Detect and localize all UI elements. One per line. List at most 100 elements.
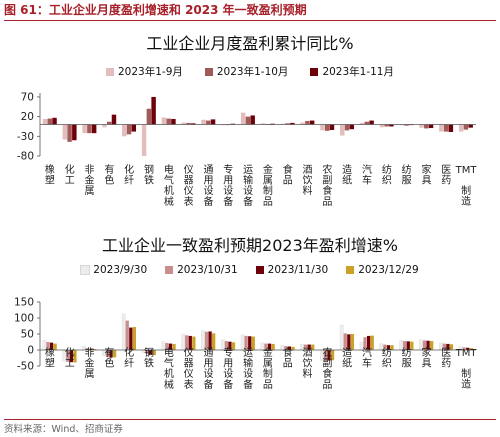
chart1-bar — [290, 122, 295, 125]
chart1-bar — [91, 124, 97, 134]
chart2-bar — [53, 343, 57, 350]
chart2-bar — [311, 344, 315, 350]
chart1-category-label: 医药 — [441, 164, 451, 187]
chart2-category-label: 医药 — [441, 347, 451, 370]
chart2-bar — [442, 343, 446, 350]
chart2-legend-item: 2023/10/31 — [165, 264, 238, 276]
chart2-bar — [383, 344, 387, 350]
chart2-legend-label: 2023/10/31 — [177, 264, 238, 276]
chart2-bar — [112, 350, 117, 358]
chart2-bar — [350, 334, 355, 350]
chart2-bar — [403, 341, 407, 350]
chart1-category-label: 金属制品 — [263, 163, 273, 208]
chart1-bar — [245, 116, 251, 125]
chart2-bar — [291, 346, 295, 350]
chart1-bar — [181, 122, 186, 125]
chart1-legend-swatch — [204, 67, 213, 76]
chart2-bar — [85, 348, 90, 350]
chart1-bar — [404, 124, 409, 126]
chart1-category-label: 非金属 — [85, 164, 95, 197]
chart2-bar — [172, 343, 176, 350]
chart1-category-label: 造纸 — [342, 163, 352, 187]
chart2-bar — [323, 350, 328, 362]
chart2-bar — [208, 331, 212, 350]
chart2-bar — [145, 350, 149, 354]
chart2-bar — [185, 335, 189, 350]
chart2-category-label: TMT 制造 — [455, 348, 478, 391]
chart2-bar — [367, 335, 371, 350]
chart1-bar — [102, 124, 107, 128]
chart2-bar — [244, 335, 248, 350]
chart2-category-label: 农副食品 — [322, 346, 332, 391]
chart1-bar — [439, 124, 444, 132]
chart2-category-label: 汽车 — [362, 346, 372, 370]
chart1-ytick-label: 70 — [21, 91, 34, 103]
chart2-bar — [69, 350, 73, 363]
chart1-bar — [448, 124, 454, 132]
chart2-legend: 2023/9/30 2023/10/31 2023/11/30 2023/12/29 — [0, 264, 500, 276]
chart1-bar — [419, 124, 424, 128]
chart1-bar — [201, 119, 206, 125]
chart2-category-label: 通用设备 — [203, 347, 213, 391]
chart1-category-label: 有色 — [104, 163, 114, 187]
chart1-category-label: 化纤 — [124, 163, 134, 187]
chart1-bar — [42, 118, 48, 125]
chart2-bar — [330, 350, 335, 361]
chart2-bar — [327, 350, 331, 361]
chart2-category-label: 化工 — [65, 346, 75, 370]
chart2-category-label: 酒饮料 — [303, 347, 313, 380]
chart1-bar — [171, 118, 176, 125]
chart2-bar — [251, 336, 255, 350]
chart2-bar — [271, 343, 275, 350]
chart1-category-label: 农副食品 — [322, 163, 332, 208]
chart2-bar — [165, 342, 169, 350]
chart1-bar — [305, 120, 310, 125]
chart1-bar — [379, 124, 385, 128]
chart2-bar — [109, 350, 113, 358]
chart2-bar — [231, 342, 236, 350]
chart2-legend-label: 2023/12/29 — [358, 264, 419, 276]
chart2-bar — [363, 337, 367, 350]
chart1-bar — [186, 122, 191, 125]
chart2-category-label: 非金属 — [85, 347, 95, 380]
chart2-bar — [132, 326, 137, 350]
chart2-bar — [386, 345, 391, 350]
chart2-bar — [192, 336, 196, 350]
chart2-bar — [284, 346, 288, 350]
chart1-bar — [82, 124, 87, 134]
chart1-legend-item: 2023年1-9月 — [106, 64, 183, 79]
chart1-ytick-label: -30 — [17, 131, 34, 143]
chart1-bar — [349, 124, 355, 130]
chart1-category-label: 电气机械 — [164, 163, 174, 208]
chart1-legend-swatch — [310, 67, 319, 76]
chart1-bar — [166, 118, 171, 125]
chart1-bar — [340, 124, 345, 136]
chart2-bar — [212, 333, 216, 350]
chart2-bar — [347, 334, 351, 350]
chart1-category-label: TMT 制造 — [455, 165, 478, 208]
chart2-bar — [188, 335, 192, 350]
chart2-bar — [224, 341, 228, 350]
chart2-category-label: 化纤 — [124, 346, 134, 370]
chart1-bar — [458, 124, 464, 132]
chart1-bar — [443, 124, 449, 132]
chart1-legend-label: 2023年1-9月 — [118, 66, 183, 78]
chart1-bar — [47, 118, 52, 125]
chart2-bar — [469, 348, 473, 350]
chart1-bar — [206, 120, 211, 125]
chart1-bar — [359, 122, 365, 125]
chart1-bar — [240, 112, 246, 125]
chart2-bar — [446, 343, 450, 350]
chart2-category-label: 有色 — [104, 346, 114, 370]
chart2-category-label: 专用设备 — [223, 346, 233, 391]
chart2-category-label: 电气机械 — [164, 346, 174, 391]
chart1-bar — [141, 124, 147, 156]
chart1-legend-item: 2023年1-10月 — [204, 64, 288, 79]
chart1-legend-swatch — [106, 67, 114, 76]
chart1-bar — [463, 124, 469, 130]
chart1-bar — [87, 124, 92, 134]
chart1-legend: 2023年1-9月 2023年1-10月 2023年1-11月 — [0, 64, 500, 79]
chart1-legend-label: 2023年1-11月 — [322, 66, 394, 78]
chart2-ytick-label: 50 — [21, 329, 34, 341]
chart2-bar — [204, 331, 209, 350]
